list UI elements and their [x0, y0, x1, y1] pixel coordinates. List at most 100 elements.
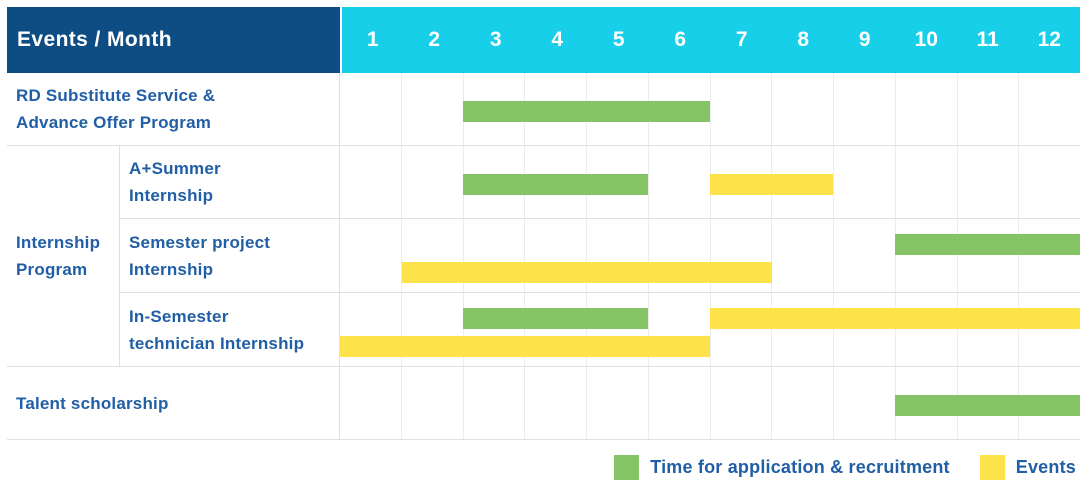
- event-bar: [710, 308, 1080, 329]
- month-grid-cell: [772, 73, 834, 145]
- application-bar: [463, 308, 649, 329]
- month-grid-cell: [340, 219, 402, 292]
- month-header-cell: 11: [976, 28, 999, 51]
- month-grid-cell: [958, 219, 1020, 292]
- month-header-cell: 9: [858, 28, 871, 51]
- month-grid-cell: [896, 219, 958, 292]
- row-chart-in-semester-technician: [340, 293, 1080, 366]
- month-header-cell: 7: [735, 28, 748, 51]
- month-grid-cell: [711, 219, 773, 292]
- row-chart-rd-substitute: [340, 73, 1080, 145]
- month-grid-cell: [464, 293, 526, 366]
- legend: Time for application & recruitment Event…: [7, 442, 1080, 492]
- month-grid-cell: [402, 367, 464, 439]
- month-grid-cell: [525, 293, 587, 366]
- month-grid-cell: [958, 293, 1020, 366]
- event-bar: [401, 262, 772, 283]
- month-grid-cell: [711, 73, 773, 145]
- month-grid-cell: [772, 367, 834, 439]
- month-grid-cell: [587, 293, 649, 366]
- row-label-line: Internship: [129, 186, 214, 205]
- row-label-line: Advance Offer Program: [16, 113, 212, 132]
- month-grid-cell: [834, 219, 896, 292]
- month-grid-cell: [649, 293, 711, 366]
- row-label-rd-substitute: RD Substitute Service & Advance Offer Pr…: [7, 73, 340, 145]
- group-label-line: Internship: [16, 233, 101, 252]
- month-grid-cell: [834, 73, 896, 145]
- month-grid-cell: [958, 73, 1020, 145]
- month-grid-cell: [402, 73, 464, 145]
- month-grid-cell: [464, 367, 526, 439]
- table-row-rd-substitute: RD Substitute Service & Advance Offer Pr…: [7, 73, 1080, 146]
- schedule-table: Events / Month 1 2 3 4 5 6 7 8 9 10 11 12 RD Substi…: [7, 7, 1080, 440]
- events-legend-swatch: [979, 454, 1005, 480]
- table-row-talent-scholarship: Talent scholarship: [7, 367, 1080, 440]
- month-grid-cell: [340, 293, 402, 366]
- row-label-a-summer: A+Summer Internship: [120, 146, 340, 218]
- month-header-cell: 8: [797, 28, 810, 51]
- month-header-cell: 5: [612, 28, 625, 51]
- month-grid-cell: [711, 367, 773, 439]
- row-chart-semester-project: [340, 219, 1080, 292]
- month-grid-cell: [1019, 219, 1080, 292]
- month-grid-cell: [1019, 146, 1080, 218]
- row-label-line: technician Internship: [129, 333, 305, 353]
- table-row-a-summer: A+Summer Internship: [120, 146, 1080, 219]
- row-label-line: RD Substitute Service &: [16, 86, 216, 105]
- row-label-line: Internship: [129, 259, 214, 279]
- row-label-line: A+Summer: [129, 159, 221, 178]
- row-chart-talent-scholarship: [340, 367, 1080, 439]
- row-label-in-semester-technician: In-Semester technician Internship: [120, 293, 340, 366]
- month-grid-cell: [587, 219, 649, 292]
- month-grid-cell: [896, 293, 958, 366]
- month-header-cell: 1: [366, 28, 379, 51]
- month-header-cell: 10: [914, 28, 938, 51]
- event-bar: [710, 174, 834, 195]
- month-grid-cell: [772, 219, 834, 292]
- month-header-cell: 6: [674, 28, 687, 51]
- group-label-internship-program: Internship Program: [7, 146, 120, 367]
- month-grid-cell: [402, 219, 464, 292]
- legend-item-application: Time for application & recruitment: [614, 454, 950, 480]
- internship-program-rows: A+Summer Internship Semester project Int…: [120, 146, 1080, 367]
- month-grid-cell: [587, 367, 649, 439]
- month-gridlines: [340, 293, 1080, 366]
- application-bar: [463, 101, 710, 122]
- header-row: Events / Month 1 2 3 4 5 6 7 8 9 10 11 12: [7, 7, 1080, 73]
- month-header-cell: 3: [489, 28, 502, 51]
- month-grid-cell: [649, 146, 711, 218]
- month-header-cell: 4: [551, 28, 564, 51]
- application-bar: [895, 234, 1080, 255]
- row-label-line: Talent scholarship: [16, 393, 169, 413]
- month-grid-cell: [525, 219, 587, 292]
- internship-program-group: Internship Program A+Summer Internship S…: [7, 146, 1080, 367]
- month-header-cell: 12: [1037, 28, 1061, 51]
- row-label-line: Semester project: [129, 232, 271, 252]
- row-label-line: In-Semester: [129, 306, 229, 326]
- month-header-cell: 2: [428, 28, 441, 51]
- row-label-talent-scholarship: Talent scholarship: [7, 367, 340, 439]
- legend-item-events: Events: [979, 454, 1076, 480]
- application-bar: [895, 395, 1080, 416]
- month-grid-cell: [711, 293, 773, 366]
- month-grid-cell: [772, 293, 834, 366]
- events-month-header: Events / Month: [7, 7, 340, 73]
- month-grid-cell: [649, 219, 711, 292]
- table-row-semester-project: Semester project Internship: [120, 219, 1080, 293]
- application-bar: [463, 174, 649, 195]
- month-grid-cell: [896, 146, 958, 218]
- month-grid-cell: [649, 367, 711, 439]
- application-legend-label: Time for application & recruitment: [650, 456, 950, 477]
- application-legend-swatch: [614, 454, 640, 480]
- row-chart-a-summer: [340, 146, 1080, 218]
- month-grid-cell: [464, 219, 526, 292]
- month-grid-cell: [772, 146, 834, 218]
- month-grid-cell: [834, 293, 896, 366]
- events-legend-label: Events: [1015, 456, 1076, 477]
- month-grid-cell: [402, 293, 464, 366]
- month-header-strip: 1 2 3 4 5 6 7 8 9 10 11 12: [340, 7, 1080, 73]
- month-grid-cell: [896, 73, 958, 145]
- month-grid-cell: [1019, 293, 1080, 366]
- month-grid-cell: [958, 146, 1020, 218]
